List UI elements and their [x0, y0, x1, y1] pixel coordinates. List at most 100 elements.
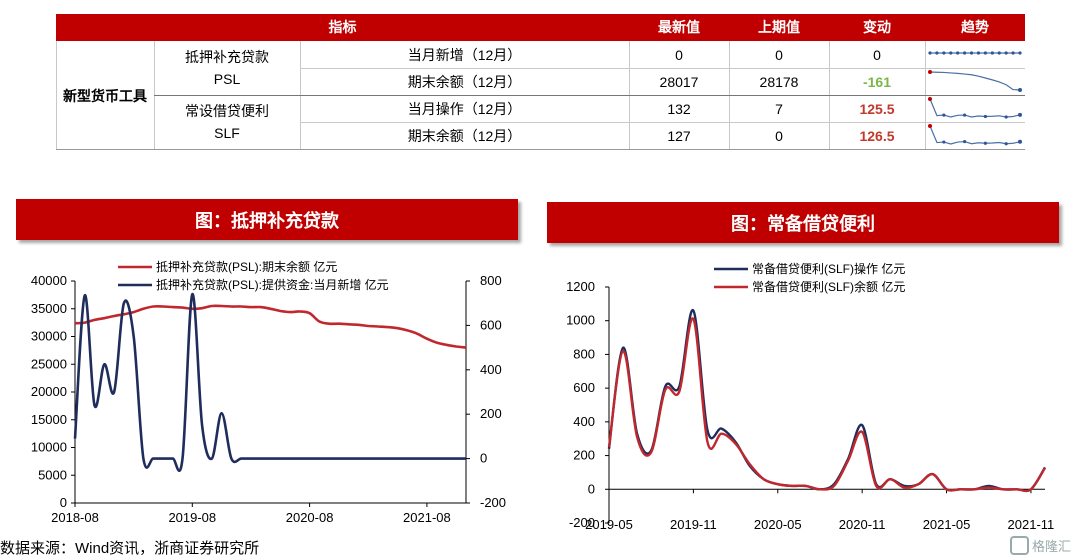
sparkline-1-point — [963, 51, 967, 55]
left-y-tick-label: 10000 — [31, 440, 67, 455]
row2-item: 期末余额（12月） — [407, 73, 522, 90]
sparkline-1-point — [956, 51, 960, 55]
tool-psl-code: PSL — [213, 71, 241, 87]
x-tick-label: 2020-05 — [754, 517, 802, 532]
x-tick-label: 2021-11 — [1008, 517, 1055, 532]
left-y-tick-label: 40000 — [31, 273, 67, 288]
series-line-1 — [74, 304, 467, 349]
sparkline-4-end — [1018, 139, 1022, 144]
sparkline-3-start — [928, 97, 932, 101]
sparkline-1-point — [997, 51, 1001, 55]
sparkline-2 — [929, 71, 1021, 91]
legend-label-1: 抵押补充贷款(PSL):期末余额 亿元 — [156, 259, 337, 274]
left-y-tick-label: 20000 — [31, 384, 67, 399]
y-tick-label: 0 — [588, 481, 595, 496]
row3-previous: 7 — [775, 100, 783, 117]
sparkline-1-point — [990, 51, 994, 55]
legend-label-2: 常备借贷便利(SLF)余额 亿元 — [752, 279, 905, 294]
row2-previous: 28178 — [759, 73, 799, 90]
row1-change: 0 — [873, 46, 881, 63]
sparkline-1-point — [1004, 51, 1008, 55]
header-change: 变动 — [863, 19, 891, 35]
row4-latest: 127 — [667, 127, 691, 144]
left-y-tick-label: 35000 — [31, 301, 67, 316]
watermark-text: 格隆汇 — [1032, 538, 1072, 554]
sparkline-3-end — [1018, 112, 1022, 117]
series-line-2 — [73, 292, 466, 472]
sparkline-3-point — [963, 113, 967, 117]
row1-previous: 0 — [775, 46, 783, 63]
sparkline-4-point — [1004, 142, 1008, 146]
watermark-logo-icon — [1010, 535, 1029, 555]
y-tick-label: 1200 — [566, 279, 595, 294]
sparkline-1-point — [976, 51, 981, 55]
row4-previous: 0 — [775, 127, 783, 144]
tool-psl-name: 抵押补充贷款 — [185, 49, 269, 65]
right-y-tick-label: -200 — [480, 495, 506, 510]
x-tick-label: 2018-08 — [51, 510, 99, 525]
sparkline-1-point — [949, 51, 953, 55]
header-indicator: 指标 — [328, 19, 357, 35]
x-tick-label: 2019-11 — [670, 517, 717, 532]
sparkline-4-point — [963, 139, 967, 144]
x-tick-label: 2020-11 — [839, 517, 886, 532]
row3-change: 125.5 — [859, 100, 895, 117]
left-y-tick-label: 0 — [60, 495, 67, 510]
sparkline-1-point — [969, 51, 974, 55]
tool-psl: 抵押补充贷款 PSL — [154, 41, 300, 95]
watermark: 格隆汇 — [1010, 533, 1080, 557]
row4-item: 期末余额（12月） — [407, 127, 522, 144]
sparkline-1-point — [928, 51, 932, 55]
x-tick-label: 2019-08 — [168, 510, 216, 525]
row4-change: 126.5 — [859, 127, 895, 144]
sparkline-1-point — [1018, 51, 1022, 55]
row1-item: 当月新增（12月） — [407, 46, 522, 63]
table-header: 指标 最新值 上期值 变动 趋势 — [56, 14, 1025, 41]
right-y-tick-label: 600 — [480, 317, 502, 332]
sparkline-3-point — [1004, 115, 1008, 119]
tool-slf-name: 常设借贷便利 — [185, 103, 269, 119]
y-tick-label: 800 — [573, 346, 595, 361]
row3-latest: 132 — [667, 100, 691, 117]
tool-slf: 常设借贷便利 SLF — [154, 95, 300, 149]
legend-label-1: 常备借贷便利(SLF)操作 亿元 — [752, 261, 905, 276]
y-tick-label: 200 — [573, 448, 595, 463]
sparkline-3-point — [983, 114, 987, 119]
sparkline-4-point — [983, 141, 987, 145]
sparkline-2-end — [1018, 88, 1022, 92]
sparkline-4-start — [928, 124, 932, 128]
sparkline-4-point — [942, 140, 946, 144]
row1-latest: 0 — [675, 46, 683, 63]
y-tick-label: 1000 — [566, 313, 595, 328]
sparkline-1-point — [983, 51, 987, 55]
header-previous: 上期值 — [758, 19, 800, 35]
row2-change: -161 — [862, 73, 892, 90]
group-label: 新型货币工具 — [63, 87, 147, 104]
indicator-table: 指标 最新值 上期值 变动 趋势 新型货币工具 抵押补充贷款 PSL 常设借贷便… — [56, 14, 1025, 151]
y-tick-label: 600 — [573, 380, 595, 395]
right-y-tick-label: 800 — [480, 273, 502, 288]
left-y-tick-label: 25000 — [31, 356, 67, 371]
left-y-tick-label: 15000 — [31, 412, 67, 427]
right-y-tick-label: 400 — [480, 362, 502, 377]
legend-label-2: 抵押补充贷款(PSL):提供资金:当月新增 亿元 — [156, 277, 389, 292]
row3-item: 当月操作（12月） — [407, 100, 522, 117]
banner-psl: 图：抵押补充贷款 — [16, 199, 518, 240]
header-latest: 最新值 — [658, 19, 700, 35]
sparkline-1-point — [1011, 51, 1015, 55]
x-tick-label: 2020-08 — [286, 510, 334, 525]
sparkline-3-point — [942, 113, 946, 117]
row2-latest: 28017 — [659, 73, 699, 90]
source-note: 数据来源：Wind资讯，浙商证券研究所 — [0, 540, 260, 557]
tool-slf-code: SLF — [214, 125, 240, 141]
y-tick-label: -200 — [569, 515, 595, 530]
header-trend: 趋势 — [961, 19, 989, 35]
left-y-tick-label: 30000 — [31, 329, 67, 344]
banner-slf: 图：常备借贷便利 — [547, 202, 1059, 243]
psl-chart: 0 5000 10000 15000 20000 25000 30000 35000 40000… — [31, 259, 506, 525]
trend-sparklines — [928, 51, 1022, 146]
series-line-1 — [607, 309, 1047, 493]
slf-chart: -200 0 200 400 600 800 1000 1200 2019-05 2019-11 2… — [566, 261, 1055, 532]
y-tick-label: 400 — [573, 414, 595, 429]
right-y-tick-label: 200 — [480, 406, 502, 421]
